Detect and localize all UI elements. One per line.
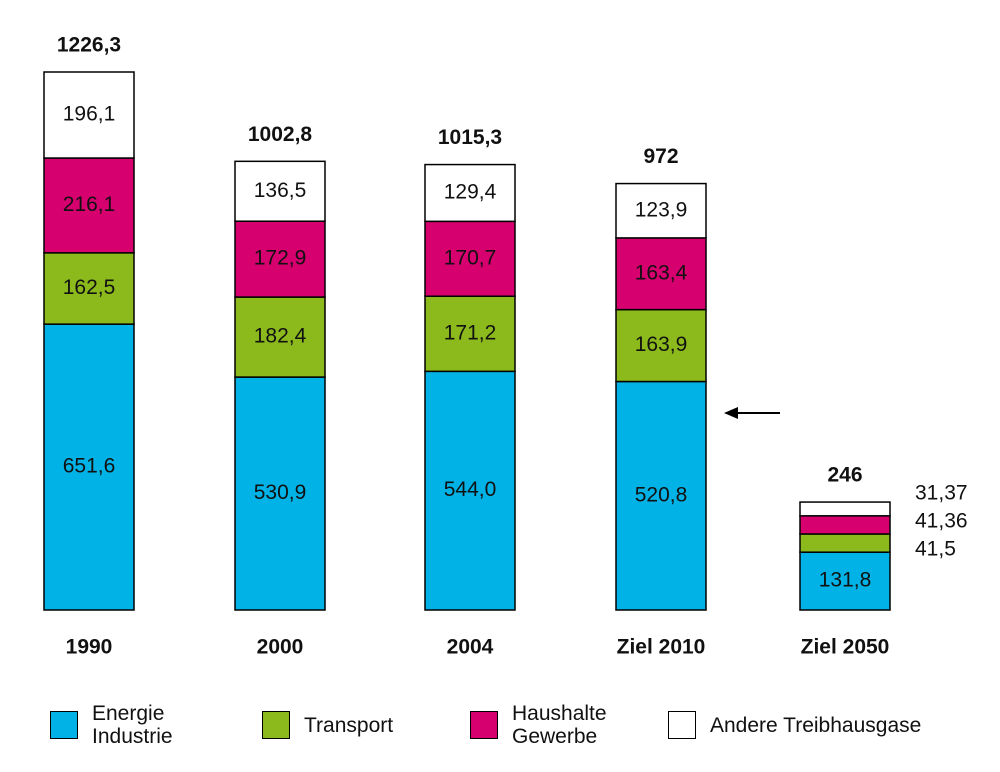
value-label: 182,4	[254, 325, 307, 348]
legend-swatch	[262, 711, 290, 739]
bar-segment	[43, 71, 135, 159]
value-label: 544,0	[444, 478, 497, 501]
legend: Energie Industrie Transport Haushalte Gewe…	[0, 700, 1000, 760]
arrow	[724, 407, 780, 419]
total-label: 1002,8	[248, 123, 313, 146]
value-label: 129,4	[444, 181, 497, 204]
value-label: 170,7	[444, 246, 497, 269]
value-label: 216,1	[63, 193, 116, 216]
x-tick-label: Ziel 2010	[617, 636, 706, 659]
x-tick-label: 2000	[257, 636, 304, 659]
value-label: 41,5	[915, 538, 956, 561]
bar-segment	[234, 220, 326, 298]
value-label: 172,9	[254, 247, 307, 270]
bar-segment	[234, 296, 326, 378]
bar-segment	[43, 323, 135, 611]
value-label: 520,8	[635, 483, 688, 506]
bar-segment	[234, 376, 326, 611]
legend-swatch	[668, 711, 696, 739]
chart: 196,1 216,1 162,5 651,6 1226,3 1990 136,5 172,9…	[43, 34, 968, 659]
bar-segment	[424, 163, 516, 223]
value-label: 163,4	[635, 261, 688, 284]
value-label: 651,6	[63, 455, 116, 478]
legend-label: Haushalte Gewerbe	[512, 702, 607, 748]
bar-segment	[799, 551, 891, 611]
total-label: 246	[827, 464, 862, 487]
value-label: 163,9	[635, 333, 688, 356]
value-label: 31,37	[915, 482, 968, 505]
bar-segment	[615, 308, 707, 383]
bar-segment	[615, 237, 707, 311]
legend-item: Haushalte Gewerbe	[470, 700, 607, 750]
x-tick-label: 1990	[66, 636, 113, 659]
bar-segment	[424, 370, 516, 611]
bar-segment	[424, 220, 516, 297]
value-label: 162,5	[63, 276, 116, 299]
value-label: 196,1	[63, 103, 116, 126]
value-label: 530,9	[254, 481, 307, 504]
bar-segment	[799, 533, 891, 553]
value-label: 171,2	[444, 321, 497, 344]
legend-label: Andere Treibhausgase	[710, 713, 922, 737]
total-label: 972	[643, 145, 678, 168]
bar-segment	[799, 515, 891, 535]
legend-label: Transport	[304, 713, 394, 737]
x-tick-label: Ziel 2050	[801, 636, 890, 659]
bar-segment	[615, 182, 707, 239]
bar-segment	[424, 295, 516, 373]
legend-swatch	[50, 711, 78, 739]
total-label: 1015,3	[438, 126, 502, 149]
value-label: 136,5	[254, 179, 307, 202]
bar-segment	[615, 380, 707, 611]
legend-item: Energie Industrie	[50, 700, 173, 750]
bar-segment	[799, 501, 891, 517]
x-tick-label: 2004	[447, 636, 494, 659]
value-label: 123,9	[635, 198, 688, 221]
legend-item: Transport	[262, 700, 393, 750]
total-label: 1226,3	[57, 34, 121, 57]
bar-segment	[43, 252, 135, 325]
legend-item: Andere Treibhausgase	[668, 700, 921, 750]
legend-label: Energie Industrie	[92, 702, 173, 748]
value-label: 131,8	[819, 569, 872, 592]
bar-segment	[234, 160, 326, 222]
value-label: 41,36	[915, 510, 968, 533]
legend-swatch	[470, 711, 498, 739]
